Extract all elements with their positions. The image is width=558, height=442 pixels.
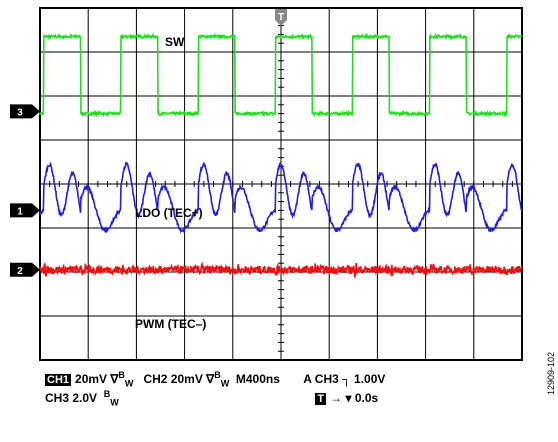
channel-marker-2: [10, 262, 40, 277]
ldo-label: LDO (TEC+): [135, 206, 203, 220]
bw-w-2: W: [220, 378, 230, 389]
sw-trace: [39, 32, 523, 118]
sw-label: SW: [165, 35, 185, 49]
ch2-label: CH2: [143, 372, 168, 386]
traces: [39, 32, 523, 278]
ch3-label: CH3: [45, 391, 70, 405]
ch1-box: CH1: [45, 374, 72, 386]
ch3-scale: 2.0V: [72, 391, 98, 405]
channel-marker-label: 2: [17, 266, 23, 277]
channel-marker-label: 3: [17, 107, 23, 118]
trigger-source: A CH3: [303, 372, 339, 386]
bw-b-3: B: [103, 389, 111, 399]
ch1-scale: 20mV: [75, 372, 108, 386]
t-offset: → ▾ 0.0s: [330, 391, 379, 405]
bw-b: B: [118, 370, 125, 380]
pwm-trace: [39, 261, 523, 278]
trigger-marker-label: T: [278, 12, 284, 23]
pwm-label: PWM (TEC–): [135, 317, 206, 331]
bw-w-3: W: [110, 397, 119, 408]
channel-marker-label: 1: [17, 206, 23, 217]
channel-marker-1: [10, 203, 40, 218]
bw-b-2: B: [214, 370, 221, 380]
bw-w: W: [124, 378, 134, 389]
trigger-marker-icon: [275, 9, 287, 26]
trigger-slope-icon: ┐: [342, 372, 351, 386]
channel-markers: 3 1 2: [10, 104, 40, 277]
status-line-1: CH1 20mV ∇BW CH2 20mV ∇BW M400ns A CH3 ┐ …: [45, 370, 385, 388]
ch2-scale: 20mV: [170, 372, 203, 386]
status-line-2: CH3 2.0V BW T → ▾ 0.0s: [45, 389, 378, 407]
timebase: M400ns: [235, 372, 280, 386]
ldo-trace: [39, 160, 523, 234]
bw-symbol-icon-2: ∇: [206, 372, 215, 386]
channel-marker-3: [10, 104, 40, 119]
figure-id: 12909-102: [546, 352, 556, 396]
trigger-level: 1.00V: [354, 372, 386, 386]
bw-symbol-icon: ∇: [110, 372, 119, 386]
t-box: T: [315, 393, 327, 405]
grid: T: [39, 7, 523, 361]
